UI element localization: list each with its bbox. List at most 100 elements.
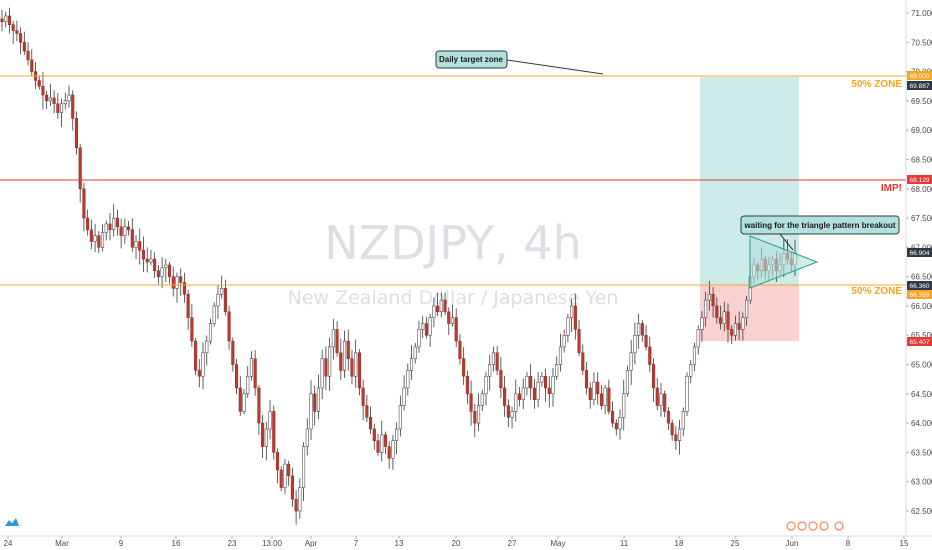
candle-body	[506, 405, 510, 418]
candle	[145, 247, 149, 273]
candle-body	[745, 299, 749, 318]
candle-body	[316, 387, 321, 412]
candle	[536, 372, 540, 408]
candle-body	[592, 381, 596, 400]
candle	[722, 301, 726, 332]
candle-body	[722, 311, 726, 324]
candle-body	[525, 375, 529, 389]
candle-body	[156, 270, 160, 277]
candle-body	[495, 352, 499, 371]
candle-body	[611, 411, 615, 424]
economic-events-icons[interactable]	[786, 521, 844, 531]
candle	[745, 295, 749, 326]
candle	[730, 325, 734, 344]
candle-body	[603, 387, 607, 406]
time-tick-label: 18	[675, 539, 684, 548]
candle-body	[718, 317, 723, 324]
candle-body	[685, 375, 689, 412]
candle	[60, 98, 64, 128]
candle	[525, 371, 529, 396]
candle-body	[130, 229, 134, 248]
candle	[361, 379, 365, 421]
candle-body	[216, 293, 220, 307]
daily-target-callout[interactable]: Daily target zone	[435, 50, 604, 75]
candle	[283, 459, 287, 495]
candle	[22, 31, 26, 55]
daily-target-callout-text: Daily target zone	[439, 55, 504, 64]
candle	[529, 363, 533, 400]
candle	[651, 358, 656, 403]
price-tick-label: 71.000	[911, 9, 932, 18]
candle	[153, 252, 157, 278]
candle	[104, 220, 108, 241]
candle	[320, 349, 324, 400]
candle-body	[48, 97, 52, 102]
candle-body	[432, 305, 436, 318]
candle	[480, 389, 484, 411]
candle	[30, 49, 34, 77]
candle-body	[395, 428, 399, 441]
candle-body	[428, 317, 432, 336]
candle	[544, 368, 548, 402]
candle-body	[536, 381, 540, 400]
candle-body	[141, 250, 146, 260]
candle-body	[741, 317, 745, 330]
price-tick-label: 64.500	[911, 390, 932, 399]
candle	[328, 337, 332, 391]
candle	[484, 371, 488, 406]
candle-body	[730, 329, 734, 336]
candle	[584, 361, 589, 395]
candle	[402, 375, 406, 411]
candle-body	[737, 323, 741, 330]
candle	[216, 285, 220, 319]
candle-body	[294, 499, 298, 512]
candle	[220, 275, 224, 299]
candle-body	[707, 293, 711, 301]
candle-body	[488, 364, 492, 377]
candle	[532, 378, 536, 409]
candle	[655, 378, 659, 411]
candle-body	[681, 411, 685, 430]
candle-body	[208, 323, 213, 342]
triangle-callout[interactable]: waiting for the triangle pattern breakou…	[740, 215, 900, 251]
candle-body	[622, 393, 626, 418]
candle-body	[212, 305, 216, 324]
candle-body	[678, 428, 682, 441]
candle	[127, 220, 131, 236]
candle-body	[584, 370, 589, 389]
candle-body	[696, 329, 700, 348]
candle-body	[346, 340, 350, 359]
price-tick-label: 70.500	[911, 38, 932, 47]
candle-body	[555, 364, 559, 377]
time-axis[interactable]: 24 Mar 9 16 23 13:00 Apr 7 13 20 27 May 11 18 25 Jun 8 15	[4, 536, 909, 548]
candle	[491, 346, 495, 372]
candle	[97, 231, 101, 253]
candle	[194, 337, 198, 376]
candle-body	[261, 422, 265, 447]
candle	[290, 467, 294, 507]
candle-body	[112, 217, 116, 231]
candle	[82, 183, 86, 232]
candle-body	[361, 387, 365, 406]
price-tick-label: 66.500	[911, 273, 932, 282]
candle-body	[402, 387, 406, 406]
candle-body	[659, 393, 663, 406]
candle-body	[387, 446, 391, 459]
candle	[234, 358, 239, 395]
candle-body	[0, 18, 4, 23]
candle-body	[644, 334, 648, 348]
candle	[305, 418, 309, 456]
candle-body	[417, 329, 421, 348]
candle-body	[272, 411, 276, 453]
candle	[629, 340, 633, 385]
triangle-pattern[interactable]	[749, 235, 819, 289]
candle	[261, 414, 265, 459]
candle	[633, 322, 637, 365]
tradingview-logo[interactable]	[4, 516, 20, 528]
candle-body	[227, 311, 231, 342]
candle	[190, 304, 194, 348]
candle	[342, 330, 347, 378]
time-tick-label: Jun	[786, 539, 799, 548]
time-tick-label: Mar	[55, 539, 69, 548]
